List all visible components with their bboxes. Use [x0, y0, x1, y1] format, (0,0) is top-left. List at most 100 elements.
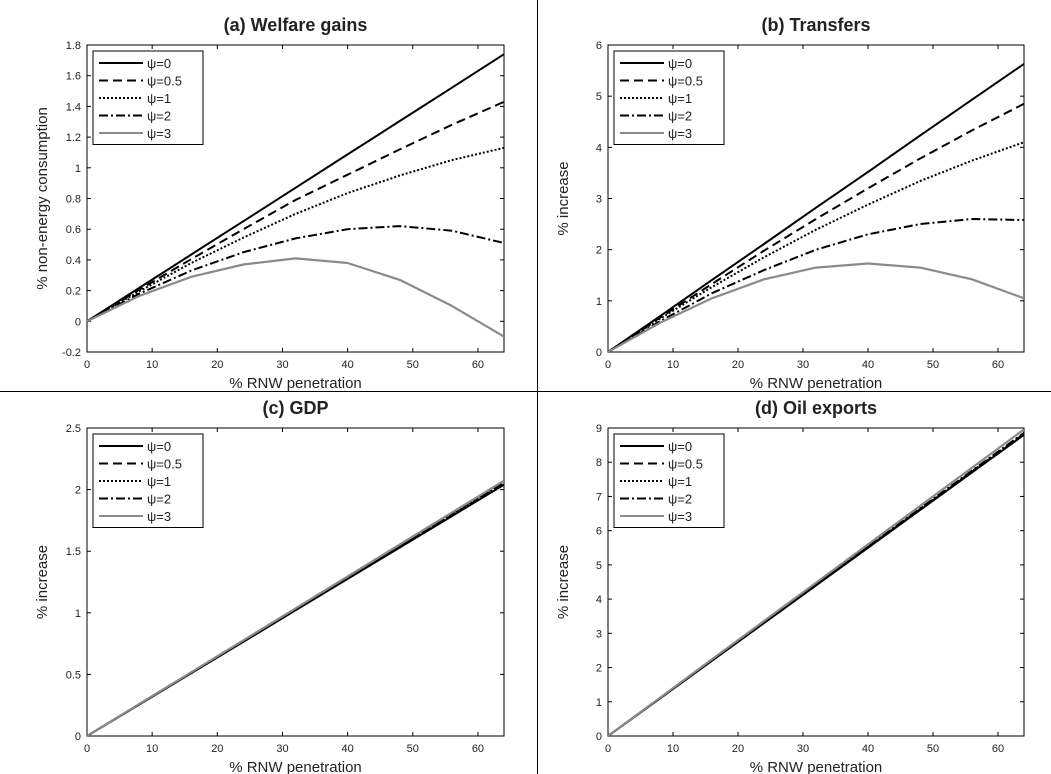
series-line-4: [608, 218, 1024, 352]
chart-title: (d) Oil exports: [755, 398, 877, 418]
x-tick-label: 10: [146, 359, 158, 371]
series-line-2: [608, 102, 1024, 352]
legend-label: ψ=0: [668, 439, 692, 454]
series-line-5: [87, 257, 504, 338]
y-tick-label: 3: [596, 628, 602, 640]
y-tick-label: 2: [596, 663, 602, 675]
legend: ψ=0 ψ=0.5 ψ=1 ψ=2 ψ=3: [92, 433, 204, 528]
x-tick-label: 30: [276, 359, 288, 371]
x-tick-label: 0: [84, 743, 90, 755]
legend-label: ψ=3: [147, 126, 171, 141]
x-tick-label: 50: [927, 743, 939, 755]
legend-label: ψ=0.5: [147, 74, 182, 89]
legend-label: ψ=2: [668, 109, 692, 124]
series-line-4: [87, 225, 504, 323]
chart-panel-4: (d) Oil exports 0 10 20 30 40 50 60 0 1 2 3 4 5 6 7 8 9 % …: [555, 398, 1025, 774]
series-line-5: [608, 262, 1024, 352]
legend-label: ψ=3: [668, 509, 692, 524]
y-axis-label: % non-energy consumption: [34, 107, 51, 290]
y-tick-label: 0: [75, 731, 81, 743]
series-line-3: [608, 141, 1024, 352]
legend: ψ=0 ψ=0.5 ψ=1 ψ=2 ψ=3: [613, 50, 725, 145]
series-line-1: [608, 63, 1024, 352]
y-tick-label: 1.4: [66, 101, 81, 113]
chart-title: (a) Welfare gains: [224, 15, 368, 35]
x-tick-label: 10: [667, 743, 679, 755]
vertical-divider: [537, 0, 538, 774]
chart-panel-3: (c) GDP 0 10 20 30 40 50 60 0 0.5 1 1.5 2 2.5 % RNW pe…: [34, 398, 505, 774]
x-tick-label: 30: [276, 743, 288, 755]
chart-title: (c) GDP: [262, 398, 328, 418]
legend-label: ψ=0: [147, 439, 171, 454]
legend-label: ψ=2: [668, 492, 692, 507]
legend-label: ψ=0: [668, 56, 692, 71]
y-axis-label: % increase: [34, 545, 51, 619]
x-axis-label: % RNW penetration: [229, 759, 362, 774]
x-tick-label: 30: [797, 359, 809, 371]
y-tick-label: 1: [596, 697, 602, 709]
y-tick-label: 1.2: [66, 132, 81, 144]
x-tick-label: 20: [732, 359, 744, 371]
y-tick-label: 2: [75, 485, 81, 497]
series-line-2: [87, 100, 504, 323]
y-tick-label: 0.8: [66, 194, 81, 206]
x-tick-label: 60: [472, 743, 484, 755]
y-tick-label: 0: [596, 347, 602, 359]
x-tick-label: 40: [342, 359, 354, 371]
y-tick-label: 9: [596, 423, 602, 435]
legend-label: ψ=1: [147, 91, 171, 106]
x-axis-label: % RNW penetration: [750, 759, 883, 774]
x-tick-label: 40: [862, 359, 874, 371]
y-tick-label: 5: [596, 91, 602, 103]
y-tick-label: 0: [596, 731, 602, 743]
legend-label: ψ=2: [147, 109, 171, 124]
plot-area: [607, 427, 1025, 737]
x-tick-label: 0: [84, 359, 90, 371]
y-tick-label: 6: [596, 40, 602, 52]
x-tick-label: 40: [862, 743, 874, 755]
x-tick-label: 20: [732, 743, 744, 755]
x-tick-label: 10: [667, 359, 679, 371]
y-tick-label: 6: [596, 526, 602, 538]
x-axis-label: % RNW penetration: [229, 375, 362, 392]
y-tick-label: 1.5: [66, 546, 81, 558]
y-tick-label: 0.4: [66, 255, 81, 267]
legend-label: ψ=0.5: [668, 457, 703, 472]
legend-label: ψ=1: [668, 474, 692, 489]
x-tick-label: 60: [992, 743, 1004, 755]
y-tick-label: 5: [596, 560, 602, 572]
y-tick-label: 1: [75, 163, 81, 175]
legend-label: ψ=0: [147, 56, 171, 71]
chart-title: (b) Transfers: [761, 15, 870, 35]
chart-panel-2: (b) Transfers 0 10 20 30 40 50 60 0 1 2 3 4 5 6 % RNW p…: [555, 15, 1025, 392]
y-tick-label: 4: [596, 142, 602, 154]
y-tick-label: 2: [596, 245, 602, 257]
x-tick-label: 60: [992, 359, 1004, 371]
horizontal-divider: [0, 391, 1051, 392]
x-tick-label: 40: [342, 743, 354, 755]
series-line-5: [87, 479, 504, 736]
y-tick-label: 1: [596, 296, 602, 308]
y-tick-label: 1.8: [66, 40, 81, 52]
legend-label: ψ=1: [147, 474, 171, 489]
y-tick-label: 0.5: [66, 669, 81, 681]
legend: ψ=0 ψ=0.5 ψ=1 ψ=2 ψ=3: [92, 50, 204, 145]
x-tick-label: 20: [211, 359, 223, 371]
y-tick-label: 1.6: [66, 71, 81, 83]
legend-label: ψ=3: [668, 126, 692, 141]
x-tick-label: 60: [472, 359, 484, 371]
series-line-5: [608, 428, 1024, 736]
series-line-1: [87, 53, 504, 323]
legend-label: ψ=0.5: [668, 74, 703, 89]
x-tick-label: 50: [407, 743, 419, 755]
x-tick-label: 50: [927, 359, 939, 371]
x-tick-label: 10: [146, 743, 158, 755]
y-axis-label: % increase: [555, 545, 572, 619]
legend-label: ψ=2: [147, 492, 171, 507]
plot-area: [86, 427, 505, 737]
x-axis-label: % RNW penetration: [750, 375, 883, 392]
legend: ψ=0 ψ=0.5 ψ=1 ψ=2 ψ=3: [613, 433, 725, 528]
x-tick-label: 0: [605, 359, 611, 371]
